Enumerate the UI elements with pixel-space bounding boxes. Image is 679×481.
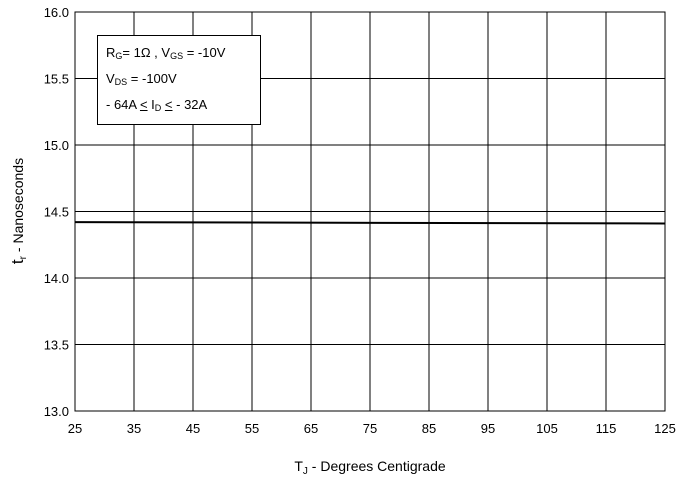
series-lines (74, 221, 666, 225)
x-tick-label: 35 (127, 421, 141, 436)
x-tick-label: 85 (422, 421, 436, 436)
y-tick-label: 14.0 (44, 271, 69, 286)
conditions-annotation-box: RG= 1Ω , VGS = -10V VDS = -100V - 64A < … (97, 35, 261, 125)
y-tick-label: 16.0 (44, 5, 69, 20)
x-tick-label: 115 (596, 421, 617, 436)
plot-area-border (74, 11, 666, 412)
y-tick-label: 13.5 (44, 338, 69, 353)
x-tick-label: 75 (363, 421, 377, 436)
x-tick-labels: 25 35 45 55 65 75 85 95 105 115 125 (68, 421, 676, 436)
x-tick-label: 55 (245, 421, 259, 436)
annotation-line-2: VDS = -100V (106, 71, 177, 87)
annotation-line-3: - 64A < ID < - 32A (106, 97, 208, 113)
annotation-line-1: RG= 1Ω , VGS = -10V (106, 45, 226, 61)
x-tick-label: 45 (186, 421, 200, 436)
x-tick-label: 95 (481, 421, 495, 436)
x-tick-label: 125 (654, 421, 676, 436)
y-axis-label: tr - Nanoseconds (8, 158, 29, 264)
y-tick-label: 15.0 (44, 138, 69, 153)
y-tick-labels: 13.0 13.5 14.0 14.5 15.0 15.5 16.0 (44, 5, 69, 419)
x-tick-label: 105 (536, 421, 558, 436)
x-axis-label: TJ - Degrees Centigrade (294, 458, 446, 477)
y-tick-label: 14.5 (44, 205, 69, 220)
y-tick-label: 13.0 (44, 404, 69, 419)
x-tick-label: 65 (304, 421, 318, 436)
x-tick-label: 25 (68, 421, 82, 436)
series-line-0 (74, 221, 666, 225)
y-tick-label: 15.5 (44, 72, 69, 87)
